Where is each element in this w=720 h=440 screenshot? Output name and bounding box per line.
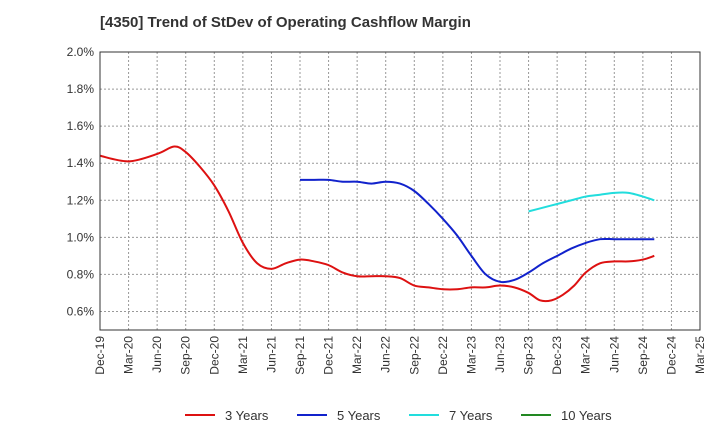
- legend-label-10-years: 10 Years: [561, 408, 612, 423]
- x-tick-label: Sep-21: [293, 336, 307, 375]
- legend-label-7-years: 7 Years: [449, 408, 493, 423]
- series-line-5-years: [300, 178, 655, 284]
- y-tick-label: 1.6%: [67, 119, 95, 133]
- x-tick-label: Dec-19: [93, 336, 107, 375]
- x-tick-label: Dec-21: [322, 336, 336, 375]
- y-tick-label: 1.0%: [67, 230, 95, 244]
- series-line-3-years: [99, 145, 655, 303]
- legend: 3 Years 5 Years 7 Years 10 Years: [185, 408, 612, 423]
- chart-title: [4350] Trend of StDev of Operating Cashf…: [100, 14, 471, 31]
- x-tick-label: Sep-23: [522, 336, 536, 375]
- x-tick-label: Dec-24: [664, 336, 678, 375]
- y-tick-label: 0.6%: [67, 304, 95, 318]
- legend-label-5-years: 5 Years: [337, 408, 381, 423]
- y-tick-label: 0.8%: [67, 267, 95, 281]
- y-tick-label: 2.0%: [67, 45, 95, 59]
- y-tick-label: 1.8%: [67, 82, 95, 96]
- grid: [100, 52, 700, 330]
- series-lines: [99, 145, 655, 303]
- x-tick-label: Jun-20: [150, 336, 164, 373]
- x-tick-label: Sep-24: [636, 336, 650, 375]
- x-tick-label: Sep-22: [407, 336, 421, 375]
- y-tick-label: 1.2%: [67, 193, 95, 207]
- plot-border: [99, 51, 701, 331]
- x-tick-label: Mar-22: [350, 336, 364, 374]
- y-tick-label: 1.4%: [67, 156, 95, 170]
- x-axis: Dec-19 Mar-20 Jun-20 Sep-20 Dec-20 Mar-21 Jun-…: [93, 336, 707, 375]
- x-tick-label: Mar-23: [464, 336, 478, 374]
- x-tick-label: Mar-21: [236, 336, 250, 374]
- x-tick-label: Jun-21: [264, 336, 278, 373]
- legend-label-3-years: 3 Years: [225, 408, 269, 423]
- x-tick-label: Dec-23: [550, 336, 564, 375]
- plot-area: [100, 52, 700, 330]
- x-tick-label: Mar-20: [122, 336, 136, 374]
- x-tick-label: Mar-24: [579, 336, 593, 374]
- x-tick-label: Dec-22: [436, 336, 450, 375]
- x-tick-label: Sep-20: [179, 336, 193, 375]
- x-tick-label: Mar-25: [693, 336, 707, 374]
- series-line-7-years: [528, 191, 655, 213]
- x-tick-label: Jun-24: [607, 336, 621, 373]
- x-tick-label: Dec-20: [207, 336, 221, 375]
- y-axis: 0.6% 0.8% 1.0% 1.2% 1.4% 1.6% 1.8% 2.0%: [67, 45, 95, 318]
- x-tick-label: Jun-23: [493, 336, 507, 373]
- x-tick-label: Jun-22: [379, 336, 393, 373]
